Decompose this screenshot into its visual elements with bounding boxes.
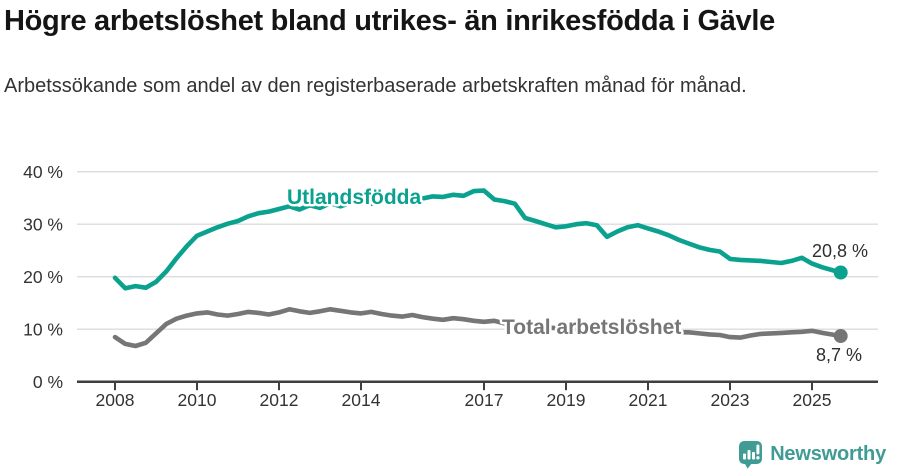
utlandsfodda-end-value-label: 20,8 %	[812, 241, 868, 261]
total-arbetsloshet-series-label: Total arbetslöshet	[502, 316, 681, 339]
total-arbetsloshet-end-dot	[833, 329, 848, 344]
y-tick-label: 10 %	[23, 319, 63, 339]
newsworthy-logo[interactable]: Newsworthy	[738, 440, 886, 469]
page-title: Högre arbetslöshet bland utrikes- än inr…	[4, 5, 775, 37]
utlandsfodda-series-label: Utlandsfödda	[287, 186, 421, 209]
y-tick-label: 40 %	[23, 162, 63, 182]
x-tick-label: 2021	[629, 390, 668, 410]
x-tick-label: 2019	[547, 390, 586, 410]
utlandsfodda-end-dot	[833, 265, 848, 280]
x-tick-label: 2008	[96, 390, 135, 410]
page-subtitle: Arbetssökande som andel av den registerb…	[4, 75, 747, 97]
x-tick-label: 2025	[793, 390, 832, 410]
newsworthy-wordmark: Newsworthy	[770, 443, 886, 465]
x-tick-label: 2023	[711, 390, 750, 410]
newsworthy-bubble-chart-icon	[739, 441, 763, 469]
y-tick-label: 0 %	[33, 372, 63, 392]
total-arbetsloshet-line	[112, 307, 843, 349]
x-tick-label: 2012	[260, 390, 299, 410]
x-tick-label: 2014	[342, 390, 381, 410]
x-tick-label: 2010	[178, 390, 217, 410]
y-tick-label: 30 %	[23, 214, 63, 234]
y-tick-label: 20 %	[23, 267, 63, 287]
x-tick-label: 2017	[465, 390, 504, 410]
utlandsfodda-line	[112, 188, 843, 291]
total-arbetsloshet-end-value-label: 8,7 %	[816, 345, 862, 365]
